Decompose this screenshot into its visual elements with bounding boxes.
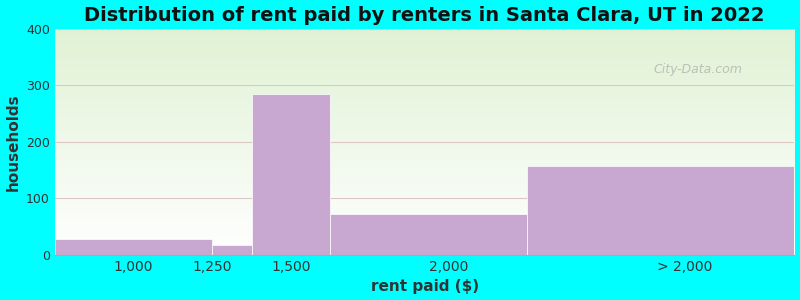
Bar — [55, 239, 212, 255]
Text: City-Data.com: City-Data.com — [654, 63, 742, 76]
Y-axis label: households: households — [6, 93, 21, 191]
Bar — [330, 214, 527, 255]
Bar — [527, 166, 794, 255]
Bar — [212, 245, 251, 255]
Bar — [251, 94, 330, 255]
Title: Distribution of rent paid by renters in Santa Clara, UT in 2022: Distribution of rent paid by renters in … — [84, 6, 765, 25]
X-axis label: rent paid ($): rent paid ($) — [370, 279, 478, 294]
